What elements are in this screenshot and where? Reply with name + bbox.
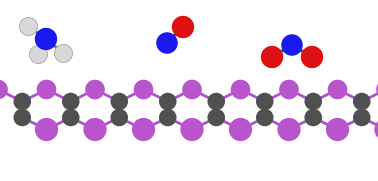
Point xyxy=(310,116,316,119)
Point xyxy=(213,116,219,119)
Point xyxy=(165,116,171,119)
Point xyxy=(359,100,365,103)
Point xyxy=(60,52,66,54)
Point xyxy=(92,128,98,131)
Point xyxy=(165,100,171,103)
Point xyxy=(141,128,147,131)
Point xyxy=(25,25,31,28)
Point xyxy=(19,116,25,119)
Point xyxy=(116,100,122,103)
Point xyxy=(92,88,98,91)
Point xyxy=(335,88,341,91)
Point xyxy=(289,44,295,47)
Point xyxy=(141,88,147,91)
Point xyxy=(35,52,41,55)
Point xyxy=(359,116,365,119)
Point xyxy=(237,88,243,91)
Point xyxy=(269,56,275,58)
Point xyxy=(43,88,50,91)
Point xyxy=(213,100,219,103)
Point xyxy=(262,100,268,103)
Point xyxy=(116,116,122,119)
Point xyxy=(335,128,341,131)
Point xyxy=(43,128,50,131)
Point xyxy=(262,116,268,119)
Point xyxy=(237,128,243,131)
Point xyxy=(19,100,25,103)
Point xyxy=(0,88,1,91)
Point xyxy=(309,56,315,58)
Point xyxy=(68,100,74,103)
Point xyxy=(68,116,74,119)
Point xyxy=(310,100,316,103)
Point xyxy=(189,88,195,91)
Point xyxy=(286,128,292,131)
Point xyxy=(189,128,195,131)
Point xyxy=(286,88,292,91)
Point xyxy=(43,37,49,40)
Point xyxy=(164,42,170,45)
Point xyxy=(180,26,186,28)
